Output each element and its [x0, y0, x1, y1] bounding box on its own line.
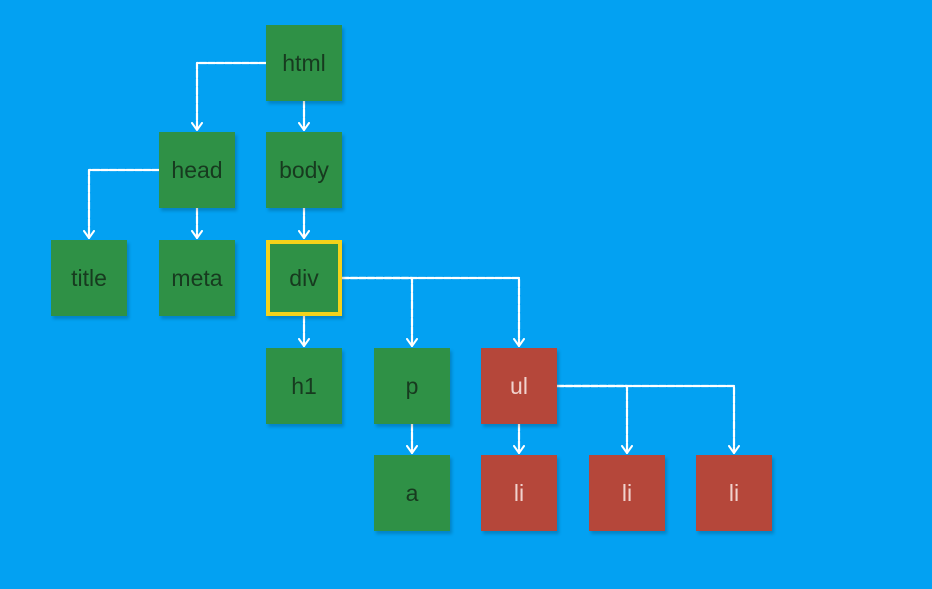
node-a: a	[374, 455, 450, 531]
node-label: title	[71, 264, 107, 291]
node-label: li	[513, 479, 525, 506]
node-body: body	[266, 132, 342, 208]
node-label: body	[279, 156, 329, 183]
node-li-1: li	[481, 455, 557, 531]
node-html: html	[266, 25, 342, 101]
node-ul: ul	[481, 348, 557, 424]
node-label: head	[171, 156, 223, 183]
node-title: title	[51, 240, 127, 316]
node-label: h1	[291, 372, 317, 399]
node-label: ul	[510, 372, 528, 399]
node-label: a	[405, 479, 419, 506]
node-label: p	[405, 372, 419, 399]
node-li-2: li	[589, 455, 665, 531]
edge-ul-to-li2	[555, 384, 633, 455]
edge-div-to-p	[340, 276, 418, 348]
node-li-3: li	[696, 455, 772, 531]
node-label: li	[728, 479, 740, 506]
node-label: div	[289, 264, 319, 291]
edge-head-to-title	[83, 168, 161, 240]
node-h1: h1	[266, 348, 342, 424]
node-label: meta	[171, 264, 223, 291]
node-p: p	[374, 348, 450, 424]
node-meta: meta	[159, 240, 235, 316]
edge-div-to-ul	[340, 276, 525, 348]
node-label: li	[621, 479, 633, 506]
edge-html-to-head	[191, 61, 268, 132]
node-div: div	[266, 240, 342, 316]
edge-ul-to-li3	[555, 384, 740, 455]
node-label: html	[282, 49, 326, 76]
node-head: head	[159, 132, 235, 208]
